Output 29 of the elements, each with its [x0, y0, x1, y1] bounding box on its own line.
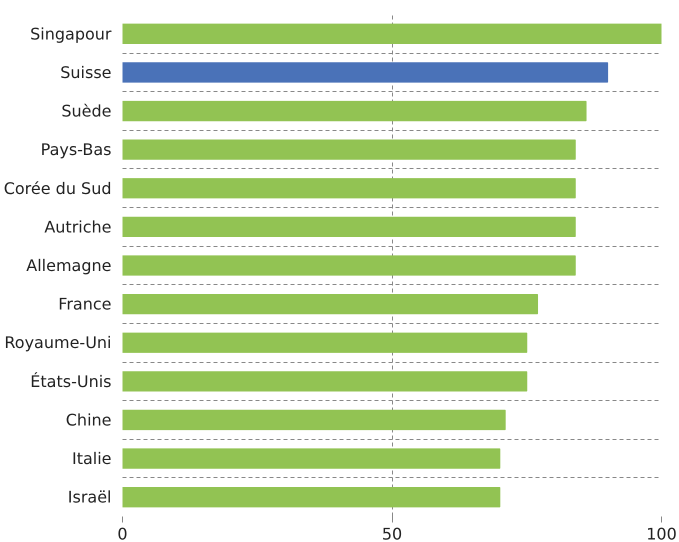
bar — [122, 24, 662, 44]
y-tick-label: Allemagne — [26, 256, 112, 275]
bar — [122, 294, 538, 314]
bar — [122, 371, 528, 392]
y-tick-label: Israël — [68, 488, 112, 507]
bar — [122, 255, 576, 276]
y-tick-label: France — [58, 294, 112, 314]
y-tick-label: Royaume-Uni — [4, 333, 112, 352]
y-tick-label: Singapour — [30, 24, 112, 44]
y-tick-label: Pays-Bas — [40, 140, 112, 160]
y-tick-label: Suisse — [60, 62, 112, 82]
y-tick-label: Italie — [72, 449, 112, 468]
y-tick-label: États-Unis — [30, 372, 112, 391]
y-tick-label: Suède — [61, 102, 112, 121]
bar — [122, 178, 576, 198]
bar — [122, 332, 528, 353]
y-tick-label: Autriche — [44, 217, 112, 236]
y-tick-label: Corée du Sud — [4, 178, 112, 198]
x-tick-label: 50 — [382, 524, 402, 542]
x-tick-label: 0 — [117, 524, 128, 542]
bar — [122, 216, 576, 238]
bar — [122, 140, 576, 160]
bar — [122, 448, 500, 469]
bar — [122, 487, 500, 508]
x-tick-label: 100 — [646, 524, 677, 542]
bar — [122, 100, 587, 122]
y-tick-label: Chine — [66, 410, 112, 430]
bar — [122, 410, 506, 430]
bar — [122, 62, 608, 83]
